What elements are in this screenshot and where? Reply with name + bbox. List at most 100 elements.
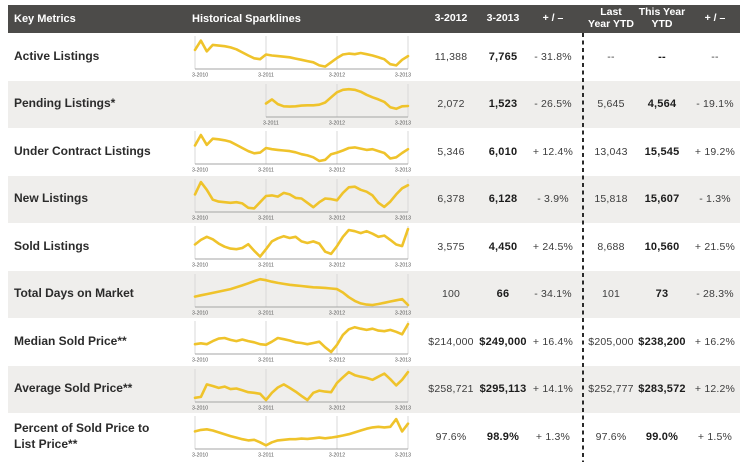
table-row-sold-listings: Sold Listings 3-2010 3-2011 3-2012 3-2013 3… [8, 223, 740, 271]
table-row-new-listings: New Listings 3-2010 3-2011 3-2012 3-2013 6,… [8, 175, 740, 223]
svg-text:3-2013: 3-2013 [395, 405, 411, 411]
value-3-2013: 4,450 [488, 240, 518, 253]
value-last-year-ytd: $252,777 [588, 383, 634, 396]
table-row-active-listings: Active Listings 3-2010 3-2011 3-2012 3-2013… [8, 33, 740, 81]
table-row-total-days-on-market: Total Days on Market 3-2010 3-2011 3-2012 3… [8, 270, 740, 318]
svg-text:3-2013: 3-2013 [395, 453, 411, 459]
svg-text:3-2011: 3-2011 [258, 263, 274, 269]
svg-text:3-2013: 3-2013 [395, 263, 411, 269]
svg-text:3-2010: 3-2010 [192, 453, 208, 459]
sparkline-chart: 3-2010 3-2011 3-2012 3-2013 [186, 128, 424, 175]
value-this-year-ytd: $283,572 [638, 383, 686, 396]
value-change: + 12.4% [532, 145, 574, 158]
metric-label: Total Days on Market [14, 286, 134, 301]
metric-label: Median Sold Price** [14, 333, 127, 348]
svg-text:3-2011: 3-2011 [258, 453, 274, 459]
svg-text:3-2013: 3-2013 [395, 358, 411, 364]
value-last-year-ytd: 15,818 [594, 193, 628, 206]
svg-text:3-2010: 3-2010 [192, 168, 208, 174]
svg-text:3-2012: 3-2012 [329, 168, 345, 174]
value-this-year-ytd: -- [658, 50, 666, 63]
svg-text:3-2011: 3-2011 [258, 405, 274, 411]
table-row-median-sold-price: Median Sold Price** 3-2010 3-2011 3-2012 3-… [8, 318, 740, 366]
value-last-year-ytd: 97.6% [595, 430, 627, 443]
sparkline-chart: 3-2010 3-2011 3-2012 3-2013 [186, 271, 424, 318]
metric-label: Under Contract Listings [14, 143, 151, 158]
value-change: - 34.1% [534, 288, 572, 301]
svg-text:3-2011: 3-2011 [258, 73, 274, 79]
table-header: Key Metrics Historical Sparklines 3-2012… [8, 5, 740, 33]
ytd-section-divider [582, 33, 584, 462]
value-3-2013: $295,113 [479, 383, 527, 396]
metric-label: Active Listings [14, 48, 100, 63]
header-last-year-ytd: Last Year YTD [588, 6, 634, 30]
svg-text:3-2011: 3-2011 [258, 358, 274, 364]
sparkline-chart: 3-2010 3-2011 3-2012 3-2013 [186, 223, 424, 270]
svg-text:3-2011: 3-2011 [263, 120, 279, 126]
value-3-2012: 100 [441, 288, 461, 301]
sparkline-chart: 3-2010 3-2011 3-2012 3-2013 [186, 33, 424, 80]
value-change: - 26.5% [534, 98, 572, 111]
header-key-metrics: Key Metrics [14, 12, 76, 25]
value-3-2012: 5,346 [437, 145, 465, 158]
value-3-2013: 1,523 [488, 98, 518, 111]
svg-text:3-2013: 3-2013 [395, 120, 411, 126]
svg-text:3-2012: 3-2012 [329, 310, 345, 316]
value-3-2012: 6,378 [437, 193, 465, 206]
value-3-2013: 6,128 [488, 193, 518, 206]
sparkline-chart: 3-2010 3-2011 3-2012 3-2013 [186, 366, 424, 413]
svg-text:3-2012: 3-2012 [329, 405, 345, 411]
value-this-year-ytd: $238,200 [638, 335, 686, 348]
svg-text:3-2010: 3-2010 [192, 73, 208, 79]
metric-label: Percent of Sold Price to List Price** [14, 421, 150, 451]
value-ytd-change: -- [711, 50, 719, 63]
table-row-average-sold-price: Average Sold Price** 3-2010 3-2011 3-2012 3… [8, 365, 740, 413]
value-3-2013: $249,000 [479, 335, 527, 348]
value-change: - 3.9% [537, 193, 569, 206]
table-row-percent-sold-to-list: Percent of Sold Price to List Price** 3-… [8, 413, 740, 461]
svg-text:3-2011: 3-2011 [258, 168, 274, 174]
value-change: + 14.1% [532, 383, 574, 396]
sparkline-chart: 3-2010 3-2011 3-2012 3-2013 [186, 413, 424, 460]
sparkline-chart: 3-2011 3-2012 3-2013 [186, 81, 424, 128]
svg-text:3-2013: 3-2013 [395, 168, 411, 174]
value-last-year-ytd: $205,000 [588, 335, 634, 348]
value-ytd-change: + 16.2% [694, 335, 736, 348]
svg-text:3-2012: 3-2012 [329, 263, 345, 269]
svg-text:3-2013: 3-2013 [395, 310, 411, 316]
value-3-2012: $258,721 [428, 383, 474, 396]
value-this-year-ytd: 10,560 [644, 240, 680, 253]
table-body: Active Listings 3-2010 3-2011 3-2012 3-2013… [8, 33, 740, 461]
header-historical-sparklines: Historical Sparklines [192, 12, 301, 25]
svg-text:3-2010: 3-2010 [192, 405, 208, 411]
value-change: - 31.8% [534, 50, 572, 63]
svg-text:3-2011: 3-2011 [258, 215, 274, 221]
value-last-year-ytd: 13,043 [594, 145, 628, 158]
header-3-2013: 3-2013 [486, 12, 520, 25]
value-last-year-ytd: 8,688 [597, 240, 625, 253]
svg-text:3-2013: 3-2013 [395, 215, 411, 221]
value-ytd-change: - 1.3% [699, 193, 731, 206]
metric-label: Pending Listings* [14, 96, 116, 111]
value-change: + 24.5% [532, 240, 574, 253]
value-3-2012: 2,072 [437, 98, 465, 111]
table-row-under-contract-listings: Under Contract Listings 3-2010 3-2011 3-20… [8, 128, 740, 176]
header-3-2012: 3-2012 [434, 12, 468, 25]
value-change: + 1.3% [535, 430, 571, 443]
value-last-year-ytd: 101 [601, 288, 621, 301]
value-ytd-change: + 19.2% [694, 145, 736, 158]
header-change: + / – [542, 12, 564, 25]
metric-label: New Listings [14, 191, 89, 206]
svg-text:3-2012: 3-2012 [329, 215, 345, 221]
svg-text:3-2013: 3-2013 [395, 73, 411, 79]
header-ytd-change: + / – [704, 12, 726, 25]
value-ytd-change: - 28.3% [696, 288, 734, 301]
value-change: + 16.4% [532, 335, 574, 348]
value-ytd-change: + 1.5% [697, 430, 733, 443]
sparkline-chart: 3-2010 3-2011 3-2012 3-2013 [186, 318, 424, 365]
metrics-table: Key Metrics Historical Sparklines 3-2012… [8, 5, 740, 462]
svg-text:3-2012: 3-2012 [329, 73, 345, 79]
svg-text:3-2010: 3-2010 [192, 263, 208, 269]
value-this-year-ytd: 15,545 [644, 145, 680, 158]
